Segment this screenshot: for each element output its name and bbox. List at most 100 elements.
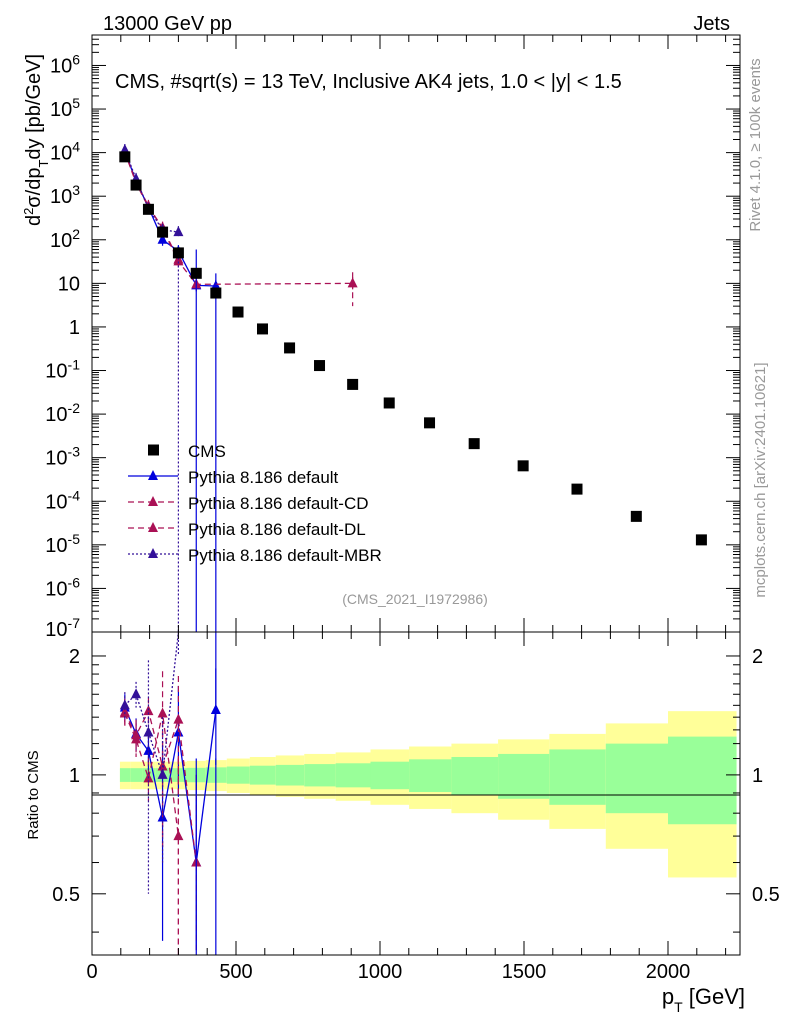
ratio-tick-label-right: 2 [752,646,763,668]
y-tick-label: 10-3 [45,444,80,470]
series-line [124,151,353,285]
data-point [695,534,707,546]
main-y-axis: 10610510410310210110-110-210-310-410-510… [45,34,740,641]
legend-marker [148,548,158,558]
series-point [173,226,184,237]
main-frame [91,34,741,633]
header-left: 13000 GeV pp [103,13,232,35]
y-tick-label: 10-4 [45,487,80,513]
ratio-point [143,726,154,737]
ratio-point [157,707,168,718]
y-tick-label: 102 [50,226,80,252]
data-point [157,226,169,238]
main-data-group [119,151,707,546]
series-line [124,149,179,233]
legend-label: Pythia 8.186 default [188,468,339,487]
inner-band [409,759,452,793]
legend-label: Pythia 8.186 default-DL [188,520,366,539]
data-point [314,360,326,372]
data-point [256,323,268,335]
mcplots-label: mcplots.cern.ch [arXiv:2401.10621] [752,362,769,597]
ratio-tick-label-right: 1 [752,765,763,787]
y-tick-label: 10-5 [45,531,80,557]
x-tick-label: 1000 [358,961,403,983]
data-point [571,483,583,495]
x-tick-label: 0 [86,961,97,983]
data-point [468,438,480,450]
series-point [157,233,168,244]
ratio-frame [91,631,741,956]
ratio-y-label: Ratio to CMS [25,750,42,839]
data-point [347,378,359,390]
inner-band [605,743,668,814]
inner-band [275,764,305,786]
ratio-tick-label: 1 [69,765,80,787]
series-line [124,152,179,260]
data-point [172,247,184,259]
y-tick-label: 104 [50,139,80,165]
chart-title: CMS, #sqrt(s) = 13 TeV, Inclusive AK4 je… [115,71,622,93]
x-tick-label: 500 [219,961,252,983]
legend-marker [148,496,158,506]
data-point [119,151,131,163]
inner-band [549,749,606,805]
ratio-point [157,768,168,779]
ratio-tick-label: 0.5 [52,884,80,906]
data-point [284,342,296,354]
legend-marker-data [148,444,159,456]
ratio-panel: 2 2 1 1 0.5 0.5 0 500 1000 1500 2000 [52,35,780,983]
data-point [232,306,244,318]
ratio-point [131,688,142,699]
ratio-point [173,830,184,841]
legend-label: Pythia 8.186 default-CD [188,494,369,513]
inner-band [226,766,250,784]
header-right: Jets [693,13,730,35]
inner-band [498,753,550,799]
y-tick-label: 10-2 [45,400,80,426]
main-panel: 10610510410310210110-110-210-310-410-510… [45,34,741,641]
data-point [130,179,142,191]
legend: CMS Pythia 8.186 default Pythia 8.186 defa… [128,442,382,565]
ratio-line [124,709,197,863]
legend-label-data: CMS [188,442,226,461]
ratio-series-group [119,631,221,955]
data-point [142,203,154,215]
inner-band [370,761,410,790]
data-point [190,267,202,279]
x-axis: 0 500 1000 1500 2000 [86,35,727,983]
inner-band [304,764,336,787]
ratio-tick-label: 2 [69,646,80,668]
analysis-id: (CMS_2021_I1972986) [342,591,488,607]
ratio-point [119,699,130,710]
inner-band [249,765,276,785]
inner-band [119,768,131,782]
ratio-y-axis: 2 2 1 1 0.5 0.5 [52,646,780,933]
legend-marker [148,470,158,480]
x-tick-label: 1500 [502,961,547,983]
data-point [383,397,395,409]
ratio-tick-label-right: 0.5 [752,884,780,906]
ratio-point [173,713,184,724]
inner-band [668,736,737,825]
data-point [210,287,222,299]
uncertainty-bands [119,711,737,878]
ratio-point [131,733,142,744]
y-tick-label: 10-1 [45,357,80,383]
y-tick-label: 106 [50,51,80,77]
inner-band [130,768,143,782]
y-tick-label: 10-7 [45,615,80,641]
data-point [517,460,529,472]
y-tick-label: 103 [50,182,80,208]
y-tick-label: 10-6 [45,574,80,600]
y-tick-label: 10 [58,273,80,295]
x-axis-label: pT [GeV] [662,984,745,1015]
series-line [124,150,216,287]
data-point [424,417,436,429]
y-axis-label: d2σ/dpTdy [pb/GeV] [21,54,51,226]
inner-band [451,756,499,795]
data-point [630,510,642,522]
inner-band [335,763,371,788]
legend-marker [148,522,158,532]
x-tick-label: 2000 [646,961,691,983]
